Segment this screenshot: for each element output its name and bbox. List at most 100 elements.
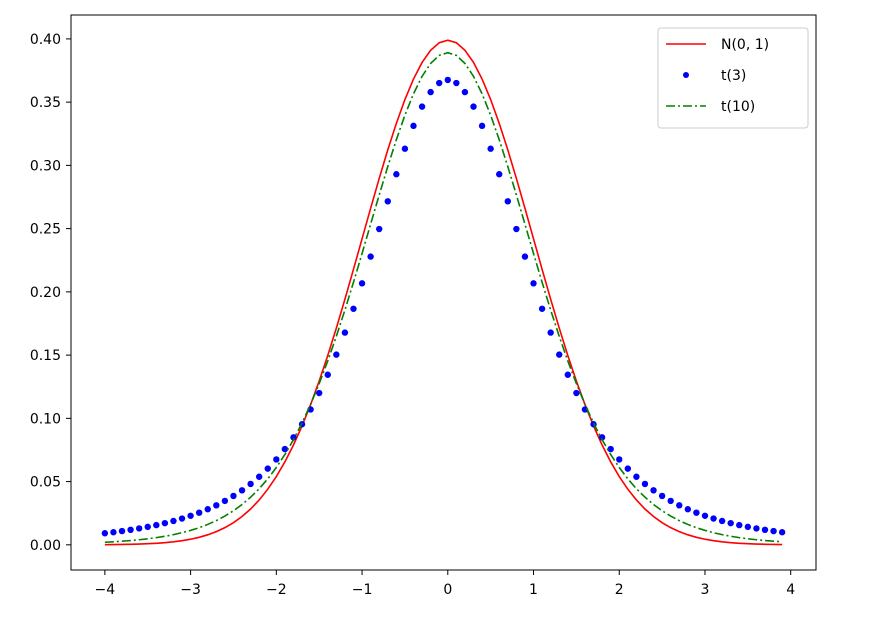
data-point <box>101 530 109 537</box>
data-point <box>453 79 460 87</box>
data-point <box>315 389 323 397</box>
data-point <box>444 76 451 84</box>
data-point <box>650 487 657 494</box>
x-tick-label: 2 <box>615 582 624 598</box>
data-point <box>701 512 709 519</box>
data-point <box>641 480 649 488</box>
data-point <box>333 351 340 358</box>
y-tick-label: 0.20 <box>30 285 61 301</box>
legend-label-t3: t(3) <box>721 68 746 84</box>
x-tick-label: 3 <box>701 582 710 598</box>
data-point <box>384 198 391 205</box>
data-point <box>204 506 211 513</box>
data-point <box>144 523 151 531</box>
data-point <box>710 515 717 522</box>
data-point <box>358 280 366 287</box>
data-point <box>470 103 477 110</box>
data-point <box>633 473 640 480</box>
data-point <box>436 79 443 87</box>
data-point <box>161 519 169 527</box>
data-point <box>221 497 229 505</box>
data-point <box>367 253 374 260</box>
axes-frame <box>70 14 817 571</box>
data-point <box>170 517 177 525</box>
data-point <box>504 198 511 205</box>
x-tick-label: 4 <box>786 582 795 598</box>
data-point <box>290 434 297 441</box>
y-tick-label: 0.15 <box>30 348 61 364</box>
plot-area <box>101 39 786 546</box>
legend-label-normal: N(0, 1) <box>721 37 769 53</box>
data-point <box>341 329 349 336</box>
series-normal-line <box>104 39 783 546</box>
data-point <box>487 145 494 152</box>
data-point <box>213 502 220 509</box>
data-point <box>564 371 572 378</box>
data-point <box>547 329 554 336</box>
data-point <box>676 502 683 509</box>
x-tick-label: −4 <box>95 582 116 598</box>
data-point <box>761 526 769 534</box>
legend-marker-t3 <box>683 72 689 78</box>
data-point <box>410 122 417 130</box>
data-point <box>513 225 520 233</box>
data-point <box>598 434 606 441</box>
data-point <box>187 512 194 519</box>
data-point <box>693 509 700 516</box>
legend-frame <box>657 27 809 129</box>
legend: N(0, 1) t(3) t(10) <box>657 27 809 129</box>
y-tick-label: 0.35 <box>30 95 61 111</box>
data-point <box>247 480 254 488</box>
series-t10-line <box>104 51 783 544</box>
legend-label-t10: t(10) <box>721 99 755 115</box>
data-point <box>461 88 469 96</box>
y-tick-label: 0.30 <box>30 158 61 174</box>
data-point <box>255 473 263 480</box>
data-point <box>401 145 409 152</box>
data-point <box>573 389 580 397</box>
data-point <box>135 525 143 532</box>
x-tick-label: −2 <box>266 582 287 598</box>
series-t3-points <box>101 76 786 537</box>
data-point <box>153 521 160 529</box>
data-point <box>478 122 486 130</box>
data-point <box>530 280 537 287</box>
data-point <box>684 506 692 513</box>
data-point <box>616 456 623 463</box>
data-point <box>324 371 331 378</box>
data-point <box>350 305 357 312</box>
x-tick-label: −3 <box>180 582 201 598</box>
y-tick-label: 0.00 <box>30 538 61 554</box>
data-point <box>264 465 271 472</box>
data-point <box>624 465 632 472</box>
data-point <box>110 529 117 536</box>
data-point <box>273 456 280 463</box>
data-point <box>667 497 674 505</box>
data-point <box>281 445 289 453</box>
data-point <box>744 523 752 531</box>
y-tick-label: 0.40 <box>30 32 61 48</box>
data-point <box>538 305 546 312</box>
data-point <box>238 487 246 494</box>
data-point <box>521 253 529 260</box>
data-point <box>118 527 126 535</box>
data-point <box>427 88 434 96</box>
data-point <box>753 525 760 532</box>
data-point <box>727 519 734 527</box>
data-point <box>607 445 614 453</box>
data-point <box>178 515 186 522</box>
data-point <box>736 521 743 529</box>
data-point <box>393 171 400 178</box>
x-tick-label: 1 <box>529 582 538 598</box>
data-point <box>418 103 426 110</box>
data-point <box>127 526 134 534</box>
data-point <box>658 492 666 500</box>
data-point <box>718 517 726 525</box>
y-tick-label: 0.05 <box>30 475 61 491</box>
y-axis-ticks: 0.00 0.05 0.10 0.15 0.20 0.25 0.30 0.35 0.40 <box>30 32 71 554</box>
x-tick-label: 0 <box>443 582 452 598</box>
y-tick-label: 0.25 <box>30 222 61 238</box>
x-axis-ticks: −4 −3 −2 −1 0 1 2 3 4 <box>95 570 795 598</box>
data-point <box>376 225 383 233</box>
